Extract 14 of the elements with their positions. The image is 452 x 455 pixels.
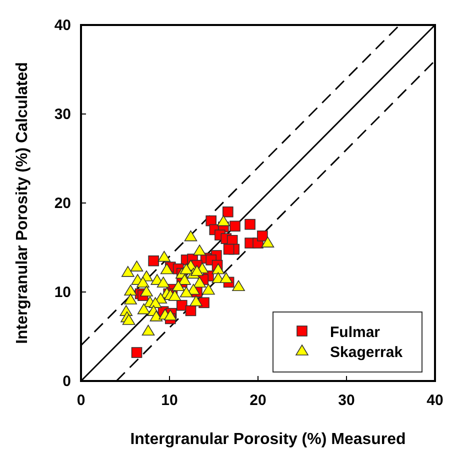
y-tick-label: 30 [54,106,71,123]
legend-label: Fulmar [330,324,380,341]
x-tick-label: 0 [76,392,86,409]
legend-label: Skagerrak [330,344,404,361]
y-tick-label: 10 [54,284,71,301]
x-tick-label: 40 [426,392,444,409]
x-tick-label: 20 [250,392,266,409]
y-tick-label: 40 [54,17,71,34]
y-tick-label: 20 [54,195,71,212]
y-tick-label: 0 [62,373,71,390]
x-tick-label: 30 [338,392,355,409]
x-tick-label: 10 [161,392,178,409]
y-axis-title: Intergranular Porosity (%) Calculated [14,62,31,344]
x-axis-title: Intergranular Porosity (%) Measured [130,431,406,448]
